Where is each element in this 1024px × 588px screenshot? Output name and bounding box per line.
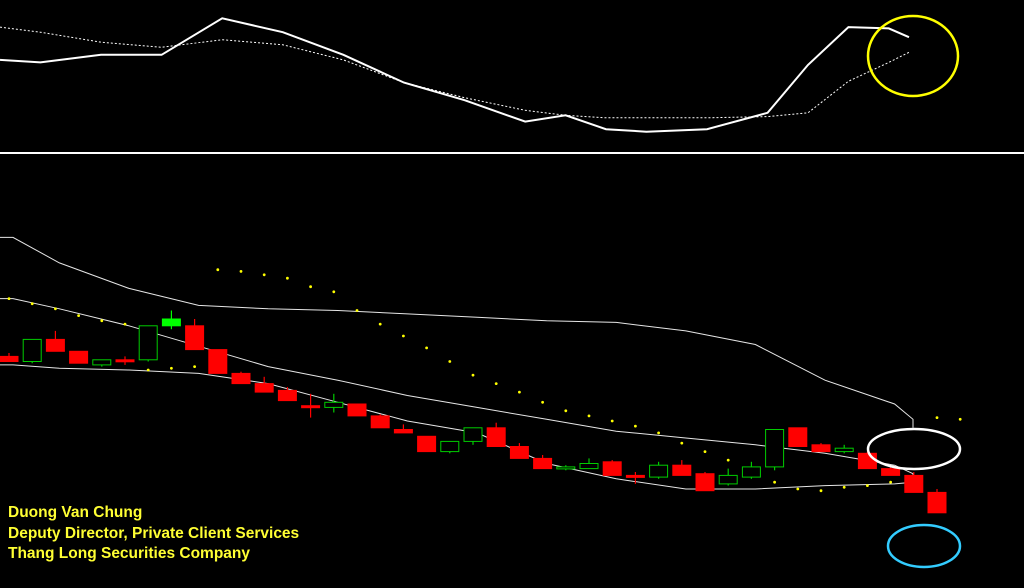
- sar-dot: [518, 390, 521, 394]
- sar-dot: [146, 368, 150, 372]
- oscillator-panel: [0, 17, 910, 133]
- sar-dot: [703, 450, 707, 453]
- candle-bullish: [138, 325, 158, 361]
- candle-bullish: [324, 401, 344, 408]
- sar-dot: [239, 270, 243, 273]
- candle-bearish: [625, 474, 645, 478]
- candle-bearish: [533, 457, 553, 470]
- sar-dot: [378, 322, 382, 326]
- candle-bearish: [347, 403, 367, 417]
- sar-dot: [935, 416, 939, 419]
- candle-bullish: [440, 440, 460, 453]
- caption: Duong Van Chung Deputy Director, Private…: [8, 503, 299, 565]
- candle-bearish: [69, 350, 89, 364]
- candle-bearish: [185, 325, 205, 351]
- sar-dot: [355, 309, 359, 312]
- sar-dot: [216, 268, 220, 272]
- sar-dot: [471, 373, 475, 377]
- band-upper-line: [0, 236, 914, 428]
- candle-bullish: [463, 427, 483, 442]
- candle-bearish: [602, 461, 622, 476]
- sar-dot: [680, 441, 684, 445]
- sar-dot: [309, 285, 312, 289]
- candle-bearish: [301, 405, 321, 409]
- caption-title: Deputy Director, Private Client Services: [8, 524, 300, 542]
- sar-dot: [7, 297, 11, 300]
- candle-bearish: [672, 464, 692, 476]
- sar-dot: [332, 290, 336, 294]
- candle-bullish: [22, 338, 42, 362]
- candle-bearish: [857, 452, 877, 470]
- candle-bearish: [115, 359, 135, 363]
- candle-bullish: [92, 359, 112, 366]
- candle-bearish: [161, 318, 181, 327]
- candle-bullish: [556, 466, 576, 470]
- candle-bearish: [254, 383, 274, 393]
- candle-bearish: [231, 372, 251, 385]
- sar-dot: [54, 307, 57, 311]
- annotation-layer: [866, 14, 962, 569]
- candle-bearish: [370, 415, 390, 429]
- oscillator-main-line: [0, 17, 910, 133]
- candle-bearish: [393, 429, 413, 434]
- candle-bearish: [927, 491, 947, 514]
- caption-company: Thang Long Securities Company: [8, 545, 250, 562]
- candle-bullish: [741, 466, 761, 478]
- sar-dot: [842, 485, 846, 489]
- candle-bearish: [788, 427, 808, 447]
- sar-dot: [541, 400, 544, 404]
- sar-dot: [30, 302, 34, 306]
- sar-dot: [726, 458, 730, 462]
- sar-dot: [402, 334, 405, 338]
- candle-bullish: [765, 429, 785, 468]
- candle-bullish: [718, 474, 738, 485]
- sar-dot: [657, 431, 660, 435]
- sar-dot: [796, 487, 800, 491]
- sar-dot: [286, 276, 289, 280]
- sar-dot: [610, 419, 614, 423]
- candle-bearish: [811, 444, 831, 453]
- sar-dot: [448, 360, 452, 363]
- sar-dot: [958, 417, 962, 421]
- oscillator-signal-line: [0, 26, 910, 119]
- sar-dot: [170, 366, 173, 370]
- highlight-circle-band: [866, 427, 962, 471]
- sar-dot: [262, 273, 266, 277]
- price-panel: [0, 236, 962, 514]
- candle-bearish: [277, 389, 297, 402]
- candle-bullish: [579, 463, 599, 470]
- sar-dot: [889, 480, 892, 484]
- candle-bearish: [904, 474, 924, 493]
- candle-bearish: [695, 473, 715, 492]
- sar-dot: [634, 424, 637, 428]
- sar-dot: [866, 484, 869, 487]
- sar-dot: [819, 489, 823, 493]
- sar-dot: [773, 480, 776, 484]
- candle-bearish: [486, 427, 506, 447]
- sar-dot: [425, 346, 428, 350]
- candle-bearish: [208, 349, 228, 374]
- candle-bearish: [881, 468, 901, 476]
- highlight-circle-price: [886, 523, 962, 569]
- sar-dot: [77, 314, 80, 317]
- sar-dot: [494, 382, 498, 385]
- candle-bearish: [509, 446, 529, 459]
- sar-dot: [100, 319, 104, 323]
- candle-bearish: [45, 338, 65, 352]
- candle-bearish: [0, 355, 19, 362]
- candle-bullish: [649, 464, 669, 478]
- sar-dot: [193, 365, 197, 368]
- caption-name: Duong Van Chung: [8, 504, 143, 521]
- sar-dot: [564, 409, 568, 413]
- sar-dot: [123, 322, 127, 326]
- candle-bearish: [417, 435, 437, 453]
- highlight-circle-oscillator: [866, 14, 960, 98]
- sar-dot: [587, 414, 591, 418]
- candle-bullish: [834, 447, 854, 453]
